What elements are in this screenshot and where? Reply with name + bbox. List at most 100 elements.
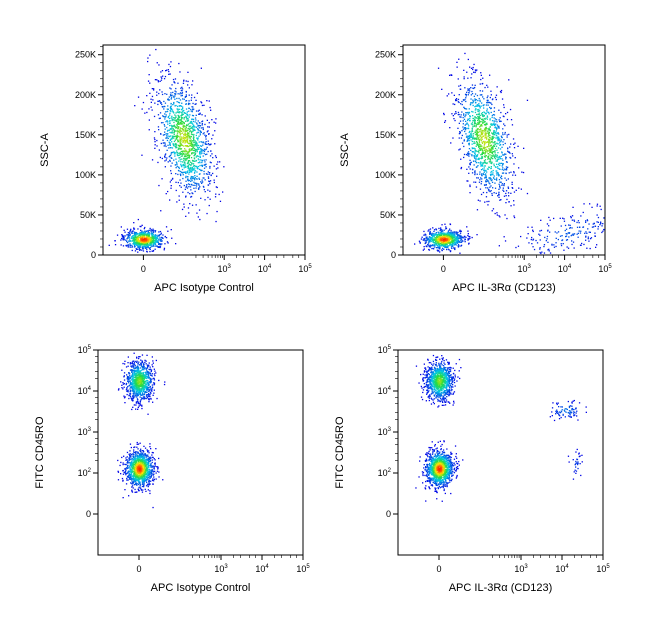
event-dot [138, 390, 140, 393]
event-dot [491, 210, 493, 212]
event-dot [199, 164, 201, 167]
event-dot [179, 118, 181, 121]
event-dot [482, 173, 485, 176]
event-dot [451, 235, 454, 238]
event-dot [151, 236, 153, 238]
event-dot [431, 240, 433, 243]
event-dot [451, 247, 453, 249]
event-dot [219, 161, 221, 163]
event-dot [473, 120, 475, 122]
event-dot [153, 88, 155, 90]
event-dot [177, 136, 179, 138]
y-axis-label: SSC-A [39, 133, 51, 167]
event-dot [149, 378, 151, 380]
event-dot [503, 139, 505, 141]
event-dot [484, 156, 486, 158]
event-dot [451, 233, 453, 235]
event-dot [190, 164, 192, 167]
event-dot [149, 374, 152, 376]
event-dot [441, 224, 443, 226]
event-dot [198, 127, 200, 129]
event-dot [460, 137, 463, 139]
event-dot [425, 236, 427, 238]
event-dot [167, 242, 169, 244]
event-dot [470, 149, 472, 151]
event-dot [189, 170, 192, 172]
event-dot [526, 99, 529, 101]
event-dot [491, 114, 493, 117]
event-dot [179, 185, 181, 187]
event-dot [452, 247, 455, 249]
event-dot [140, 240, 142, 242]
event-dot [478, 145, 480, 147]
event-dot [496, 156, 498, 158]
event-dot [459, 84, 462, 87]
event-dot [485, 175, 487, 177]
event-dot [165, 133, 167, 135]
event-dot [497, 163, 500, 166]
event-dot [187, 179, 189, 181]
event-dot [457, 78, 459, 80]
event-dot [481, 142, 484, 144]
event-dot [176, 97, 178, 100]
event-dot [178, 121, 180, 124]
event-dot [133, 243, 135, 245]
event-dot [572, 241, 575, 243]
event-dot [184, 120, 187, 122]
event-dot [183, 124, 185, 127]
event-dot [455, 111, 457, 113]
event-dot [156, 240, 159, 242]
event-dot [442, 243, 444, 245]
event-dot [486, 99, 488, 101]
event-dot [480, 148, 482, 150]
event-dot [177, 166, 180, 168]
x-tick-label: 0 [441, 264, 446, 274]
event-dot [434, 244, 436, 246]
event-dot [141, 235, 143, 237]
event-dot [140, 365, 143, 367]
event-dot [124, 360, 126, 362]
event-dot [561, 239, 563, 242]
event-dot [486, 128, 488, 130]
event-dot [155, 372, 157, 374]
event-dot [141, 386, 143, 388]
event-dot [496, 174, 498, 176]
event-dot [180, 120, 183, 122]
event-dot [485, 181, 487, 183]
event-dot [183, 134, 185, 136]
event-dot [148, 238, 150, 241]
event-dot [134, 390, 136, 392]
event-dot [131, 246, 133, 248]
event-dot [498, 119, 500, 121]
event-dot [486, 168, 489, 170]
x-tick-exponent: 3 [528, 264, 532, 270]
event-dot [461, 100, 463, 103]
event-dot [512, 174, 514, 176]
event-dot [130, 365, 132, 367]
event-dot [144, 381, 146, 383]
event-dot [507, 166, 509, 168]
event-dot [495, 94, 498, 96]
event-dot [179, 93, 181, 95]
event-dot [164, 142, 166, 144]
event-dot [499, 164, 501, 167]
event-dot [190, 135, 192, 138]
event-dot [153, 243, 155, 245]
event-dot [201, 121, 203, 123]
event-dot [458, 241, 461, 243]
event-dot [499, 186, 501, 188]
event-dot [483, 147, 485, 150]
event-dot [130, 240, 132, 242]
event-dot [159, 230, 162, 233]
event-dot [449, 127, 451, 129]
event-dot [487, 135, 489, 137]
event-dot [508, 133, 510, 136]
event-dot [499, 140, 501, 142]
event-dot [491, 170, 493, 173]
event-dot [488, 182, 490, 184]
event-dot [435, 232, 437, 234]
event-dot [213, 165, 215, 167]
event-dot [128, 233, 130, 235]
event-dot [492, 98, 494, 100]
event-dot [173, 117, 175, 119]
